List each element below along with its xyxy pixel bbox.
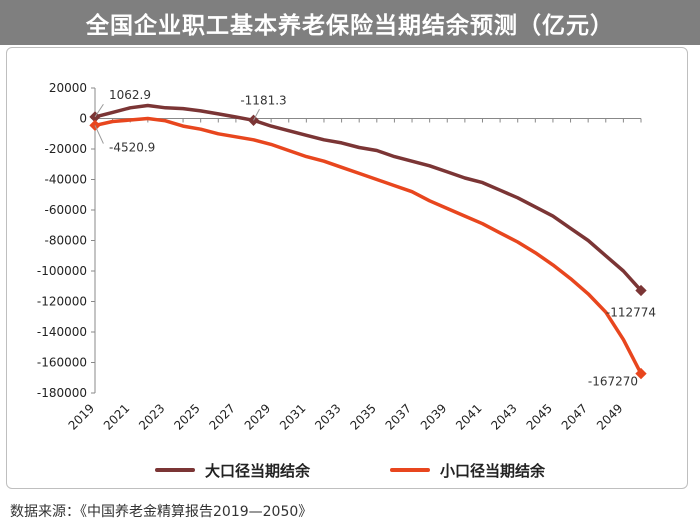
chart-title: 全国企业职工基本养老保险当期结余预测（亿元）: [0, 0, 700, 45]
y-tick-label: -20000: [44, 142, 87, 156]
data-label-leader: [253, 108, 260, 121]
x-tick-label: 2021: [101, 401, 132, 432]
data-point-marker: [635, 284, 647, 297]
data-label: 1062.9: [109, 88, 151, 102]
y-tick-label: -60000: [44, 203, 87, 217]
data-labels: 1062.9 -1181.3 -112774 -4520.9 -167270: [89, 88, 656, 389]
data-label: -1181.3: [240, 93, 286, 107]
series-line-2: [93, 116, 643, 376]
y-tick-label: -40000: [44, 173, 87, 187]
series-line-1: [93, 103, 643, 293]
y-tick-label: -120000: [37, 295, 87, 309]
x-tick-label: 2041: [453, 401, 484, 432]
y-tick-label: -160000: [37, 356, 87, 370]
y-tick-label: -140000: [37, 325, 87, 339]
line-chart: 20000 0 -20000 -40000 -60000 -80000 -100000 -12…: [37, 81, 656, 480]
x-tick-label: 2025: [171, 401, 202, 432]
x-tick-label: 2037: [383, 401, 414, 432]
data-label: -4520.9: [109, 140, 155, 154]
source-note: 数据来源：《中国养老金精算报告2019—2050》: [10, 504, 313, 520]
x-tick-label: 2047: [559, 401, 590, 432]
legend: 大口径当期结余 小口径当期结余: [155, 462, 546, 480]
x-tick-label: 2019: [66, 401, 97, 432]
y-tick-label: -100000: [37, 264, 87, 278]
x-tick-label: 2029: [242, 401, 273, 432]
legend-label: 大口径当期结余: [205, 462, 311, 480]
axes: 20000 0 -20000 -40000 -60000 -80000 -100000 -12…: [37, 81, 642, 433]
x-tick-label: 2023: [136, 401, 167, 432]
data-label-leader: [94, 125, 104, 144]
data-label: -167270: [588, 375, 638, 389]
x-tick-label: 2043: [488, 401, 519, 432]
data-point-marker: [635, 367, 647, 380]
data-label-leader: [94, 104, 104, 118]
y-tick-label: -80000: [44, 234, 87, 248]
x-tick-label: 2027: [207, 401, 238, 432]
x-tick-label: 2045: [524, 401, 555, 432]
data-point-marker: [247, 114, 260, 126]
x-tick-label: 2031: [277, 401, 308, 432]
y-tick-label: 0: [79, 112, 87, 126]
legend-label: 小口径当期结余: [440, 462, 546, 480]
series-lines: [93, 103, 643, 376]
y-tick-label: -180000: [37, 386, 87, 400]
data-label: -112774: [606, 305, 656, 319]
x-tick-label: 2035: [347, 401, 378, 432]
x-tick-label: 2049: [594, 401, 625, 432]
x-tick-label: 2039: [418, 401, 449, 432]
x-tick-label: 2033: [312, 401, 343, 432]
chart-frame: 20000 0 -20000 -40000 -60000 -80000 -100000 -12…: [6, 47, 688, 489]
y-tick-label: 20000: [49, 81, 87, 95]
